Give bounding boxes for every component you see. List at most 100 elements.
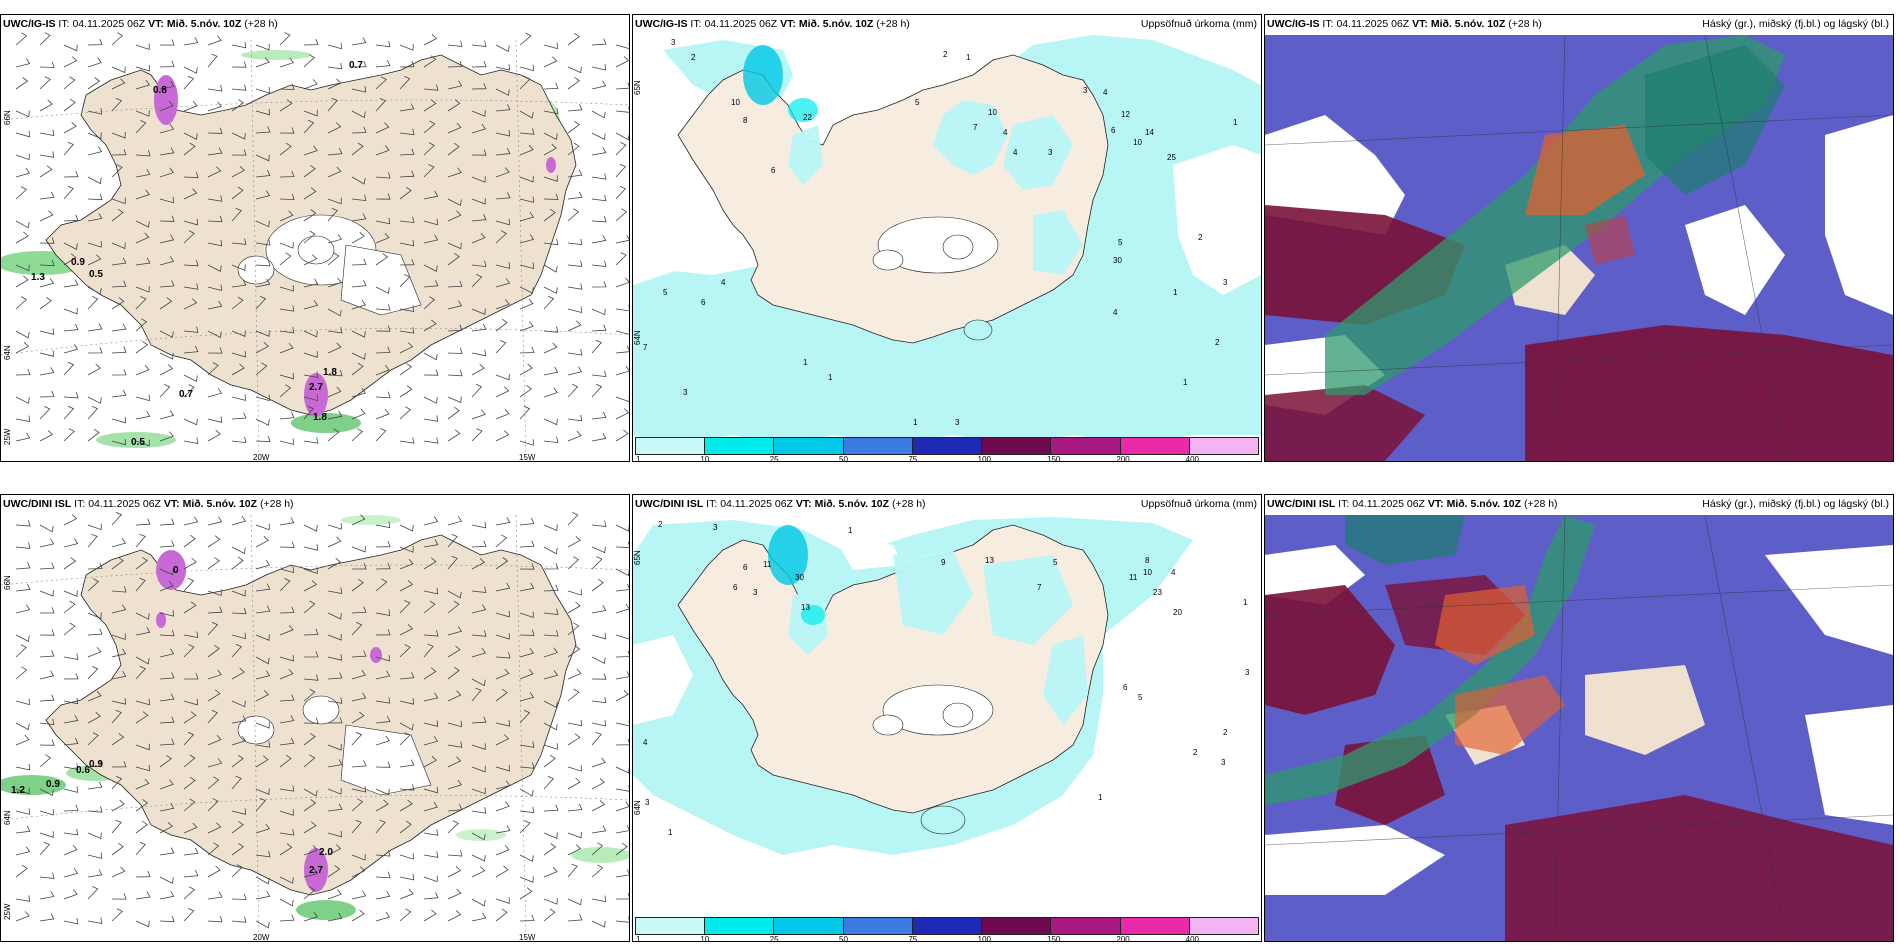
wind-barb — [15, 698, 30, 706]
wind-barb — [375, 232, 390, 244]
wind-barb — [207, 264, 222, 273]
wind-barb — [495, 340, 507, 354]
wind-barb — [351, 280, 367, 288]
wind-barb — [519, 611, 534, 619]
svg-text:14: 14 — [1145, 128, 1154, 137]
wind-barb — [111, 698, 127, 705]
wind-barb — [375, 628, 391, 636]
wind-barb — [87, 77, 101, 90]
wind-barb — [207, 915, 223, 923]
wind-barb — [351, 299, 367, 310]
wind-barb — [87, 690, 102, 702]
wind-barb — [495, 517, 511, 526]
wind-barb — [231, 643, 243, 658]
wind-barb — [591, 920, 606, 928]
precip-panel-top[interactable]: UWC/IG-IS IT: 04.11.2025 06Z VT: Mið. 5.… — [632, 14, 1262, 462]
wind-barb — [135, 518, 151, 526]
svg-text:1: 1 — [803, 358, 808, 367]
wind-panel-bottom[interactable]: UWC/DINI ISL IT: 04.11.2025 06Z VT: Mið.… — [0, 494, 630, 942]
wind-barb — [495, 908, 508, 922]
wind-barb — [279, 876, 294, 884]
value-label: 2.7 — [309, 382, 323, 393]
wind-barb — [207, 347, 223, 354]
wind-barb — [255, 394, 270, 402]
wind-barb — [39, 390, 55, 398]
colorbar-tick-label: 150 — [1047, 455, 1061, 462]
wind-barb — [231, 515, 247, 526]
wind-barb — [399, 799, 413, 812]
wind-barb — [471, 521, 487, 529]
wind-barb — [303, 300, 319, 310]
wind-barb — [495, 167, 510, 178]
wind-barb — [111, 369, 127, 376]
wind-barb — [159, 364, 174, 376]
wind-barb — [615, 304, 629, 312]
wind-barb — [135, 577, 146, 592]
wind-barb — [279, 142, 292, 156]
wind-barb — [111, 586, 127, 593]
wind-barb — [423, 692, 439, 702]
wind-barb — [183, 298, 198, 310]
wind-barb — [159, 672, 175, 680]
wind-barb — [423, 234, 439, 244]
wind-panel-top[interactable]: UWC/IG-IS IT: 04.11.2025 06Z VT: Mið. 5.… — [0, 14, 630, 462]
wind-barb — [423, 369, 439, 376]
wind-barb — [375, 578, 388, 592]
colorbar-ticks: 1 10 25 50 75 100 150 200 400 — [635, 455, 1259, 462]
wind-barb — [447, 516, 463, 526]
wind-barb — [351, 890, 367, 900]
precip-panel-bottom[interactable]: UWC/DINI ISL IT: 04.11.2025 06Z VT: Mið.… — [632, 494, 1262, 942]
wind-barb — [591, 864, 604, 878]
wind-barb — [279, 914, 295, 922]
wind-barb — [279, 305, 295, 312]
wind-barb — [399, 558, 414, 570]
cloud-panel-top[interactable]: UWC/IG-IS IT: 04.11.2025 06Z VT: Mið. 5.… — [1264, 14, 1894, 462]
svg-text:6: 6 — [733, 583, 738, 592]
wind-barb — [495, 582, 511, 592]
wind-barb — [327, 147, 343, 156]
wind-barb — [519, 820, 531, 834]
wind-barb — [231, 41, 247, 49]
wind-barb — [615, 524, 629, 532]
wind-barb — [39, 191, 55, 200]
wind-barb — [567, 320, 582, 332]
wind-barb — [351, 819, 362, 834]
wind-barb — [447, 142, 460, 156]
svg-text:3: 3 — [1083, 86, 1088, 95]
wind-barb — [87, 193, 103, 201]
wind-barb — [135, 841, 146, 856]
svg-text:3: 3 — [1245, 668, 1250, 677]
wind-barb — [231, 715, 247, 724]
wind-barb — [87, 363, 101, 376]
wind-barb — [279, 654, 294, 662]
wind-barb — [303, 524, 318, 532]
value-label: 0.5 — [131, 437, 145, 448]
wind-barb — [375, 761, 391, 768]
wind-barb — [231, 165, 245, 178]
wind-barb — [351, 578, 364, 592]
wind-barb — [183, 847, 199, 856]
colorbar-swatch — [704, 917, 774, 935]
wind-barb — [63, 56, 78, 68]
wind-barb — [351, 352, 366, 360]
wind-barb — [39, 841, 50, 856]
wind-barb — [135, 120, 147, 134]
wind-barb — [423, 84, 439, 91]
cloud-panel-bottom[interactable]: UWC/DINI ISL IT: 04.11.2025 06Z VT: Mið.… — [1264, 494, 1894, 942]
wind-barb — [87, 38, 103, 46]
wind-barb — [495, 688, 508, 702]
wind-barb — [615, 825, 629, 834]
wind-barb — [375, 286, 390, 294]
wind-barb — [615, 277, 629, 288]
wind-barb — [375, 409, 390, 420]
wind-barb — [471, 123, 487, 134]
wind-barb — [327, 697, 343, 704]
wind-barb — [15, 130, 30, 138]
wind-barb — [615, 429, 629, 442]
wind-barb — [135, 656, 150, 665]
svg-text:10: 10 — [988, 108, 997, 117]
wind-barb — [207, 284, 222, 292]
wind-barb — [87, 347, 103, 354]
wind-barb — [255, 330, 270, 337]
wind-barb — [327, 830, 342, 838]
